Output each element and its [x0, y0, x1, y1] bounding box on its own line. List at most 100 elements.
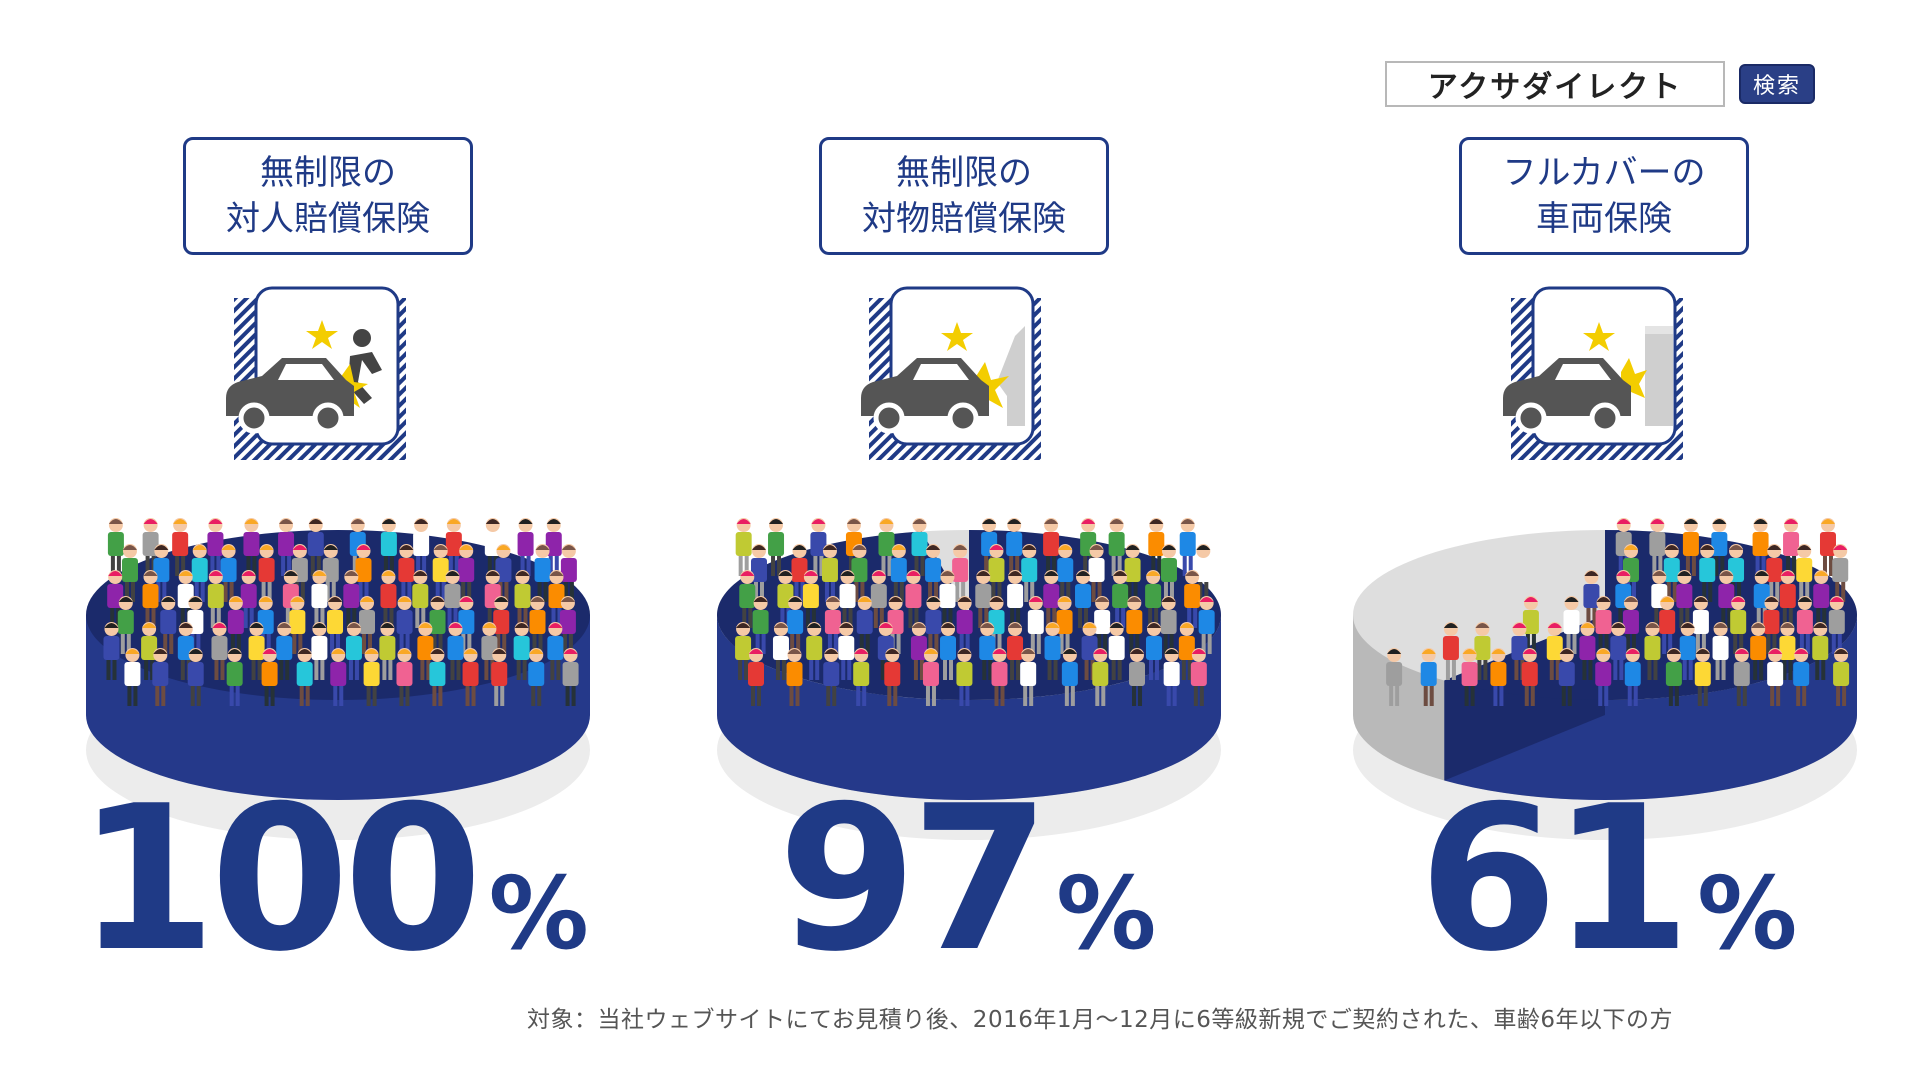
- crowd-person: [445, 518, 462, 576]
- crowd-person: [1198, 596, 1215, 654]
- crowd-person: [1020, 648, 1037, 706]
- crowd-person: [191, 544, 208, 602]
- crowd-person: [545, 518, 562, 576]
- crowd-person: [276, 622, 293, 680]
- crowd-person: [988, 544, 1005, 602]
- crowd-person: [517, 518, 534, 576]
- crowd-person: [417, 622, 434, 680]
- crowd-person: [412, 570, 429, 628]
- crowd-person: [429, 596, 446, 654]
- crowd-person: [261, 648, 278, 706]
- crowd-person: [432, 544, 449, 602]
- crowd-person: [1160, 596, 1177, 654]
- crowd-person: [787, 596, 804, 654]
- crowd-person: [398, 544, 415, 602]
- crowd-person: [1779, 570, 1796, 628]
- coverage-label-line1: フルカバーの: [1502, 153, 1706, 193]
- crowd-person: [1730, 596, 1747, 654]
- crowd-person: [1783, 518, 1800, 576]
- crowd-person: [791, 544, 808, 602]
- crowd-person: [296, 648, 313, 706]
- crowd-person: [838, 622, 855, 680]
- percentage-unit: %: [1697, 855, 1798, 972]
- crowd-person: [258, 544, 275, 602]
- crowd-person: [311, 622, 328, 680]
- crowd-person: [1546, 622, 1563, 680]
- crowd-person: [750, 544, 767, 602]
- crowd-person: [1649, 518, 1666, 576]
- footnote: 対象：当社ウェブサイトにてお見積り後、2016年1月～12月に6等級新規でご契約…: [527, 1007, 1674, 1033]
- crowd-person: [562, 648, 579, 706]
- car-hitting-pillar-icon: [1503, 286, 1683, 460]
- crowd-person: [890, 544, 907, 602]
- search-button[interactable]: 検索: [1739, 64, 1815, 104]
- crowd-person: [243, 518, 260, 576]
- crowd-person: [910, 622, 927, 680]
- crowd-person: [1622, 596, 1639, 654]
- crowd-person: [560, 544, 577, 602]
- crowd-person: [1779, 622, 1796, 680]
- crowd-person: [444, 570, 461, 628]
- crowd-person: [952, 544, 969, 602]
- crowd-person: [1819, 518, 1836, 576]
- crowd-person: [513, 622, 530, 680]
- crowd-person: [1027, 596, 1044, 654]
- crowd-person: [462, 648, 479, 706]
- crowd-person: [1007, 570, 1024, 628]
- percentage-value: 61: [1418, 763, 1691, 996]
- crowd-person: [786, 648, 803, 706]
- pie-slice-value-side: [1444, 615, 1858, 800]
- crowd-person: [821, 544, 838, 602]
- crowd-person: [363, 648, 380, 706]
- crowd-person: [1474, 622, 1491, 680]
- crowd-person: [458, 544, 475, 602]
- crowd-person: [1663, 544, 1680, 602]
- crowd-person: [547, 622, 564, 680]
- crowd-person: [491, 648, 508, 706]
- crowd-person: [1796, 596, 1813, 654]
- coverage-label-line2: 対物賠償保険: [862, 199, 1066, 239]
- crowd-person: [991, 648, 1008, 706]
- crowd-person: [1160, 544, 1177, 602]
- crowd-person: [956, 596, 973, 654]
- crowd-person: [117, 596, 134, 654]
- crowd-person: [311, 570, 328, 628]
- search-input[interactable]: アクサダイレクト: [1385, 61, 1725, 107]
- percentage-liability-property: 97 %: [757, 780, 1177, 980]
- crowd-person: [1833, 648, 1850, 706]
- crowd-person: [226, 648, 243, 706]
- crowd-person: [810, 518, 827, 576]
- crowd-person: [1056, 596, 1073, 654]
- crowd-person: [514, 570, 531, 628]
- crowd-person: [380, 518, 397, 576]
- crowd-person: [975, 570, 992, 628]
- crowd-person: [1092, 648, 1109, 706]
- crowd-person: [187, 648, 204, 706]
- coverage-label-liability-person: 無制限の 対人賠償保険: [183, 137, 473, 255]
- crowd-person: [1490, 648, 1507, 706]
- crowd-person: [1021, 544, 1038, 602]
- crowd-person: [1595, 596, 1612, 654]
- crowd-person: [922, 648, 939, 706]
- crowd-person: [278, 518, 295, 576]
- crowd-person: [124, 648, 141, 706]
- pie-slice-value-side: [717, 615, 1221, 800]
- crowd-person: [839, 570, 856, 628]
- crowd-person: [103, 622, 120, 680]
- crowd-person: [220, 544, 237, 602]
- crowd-person: [1178, 622, 1195, 680]
- crowd-person: [289, 596, 306, 654]
- crowd-person: [1828, 596, 1845, 654]
- crowd-person: [1595, 648, 1612, 706]
- crowd-person: [1521, 648, 1538, 706]
- crowd-person: [911, 518, 928, 576]
- crowd-person: [172, 518, 189, 576]
- crowd-person: [739, 570, 756, 628]
- crowd-person: [1075, 570, 1092, 628]
- crowd-person: [878, 518, 895, 576]
- crowd-person: [853, 648, 870, 706]
- crowd-person: [1195, 544, 1212, 602]
- crowd-person: [1694, 648, 1711, 706]
- crowd-person: [1766, 544, 1783, 602]
- crowd-person: [1665, 648, 1682, 706]
